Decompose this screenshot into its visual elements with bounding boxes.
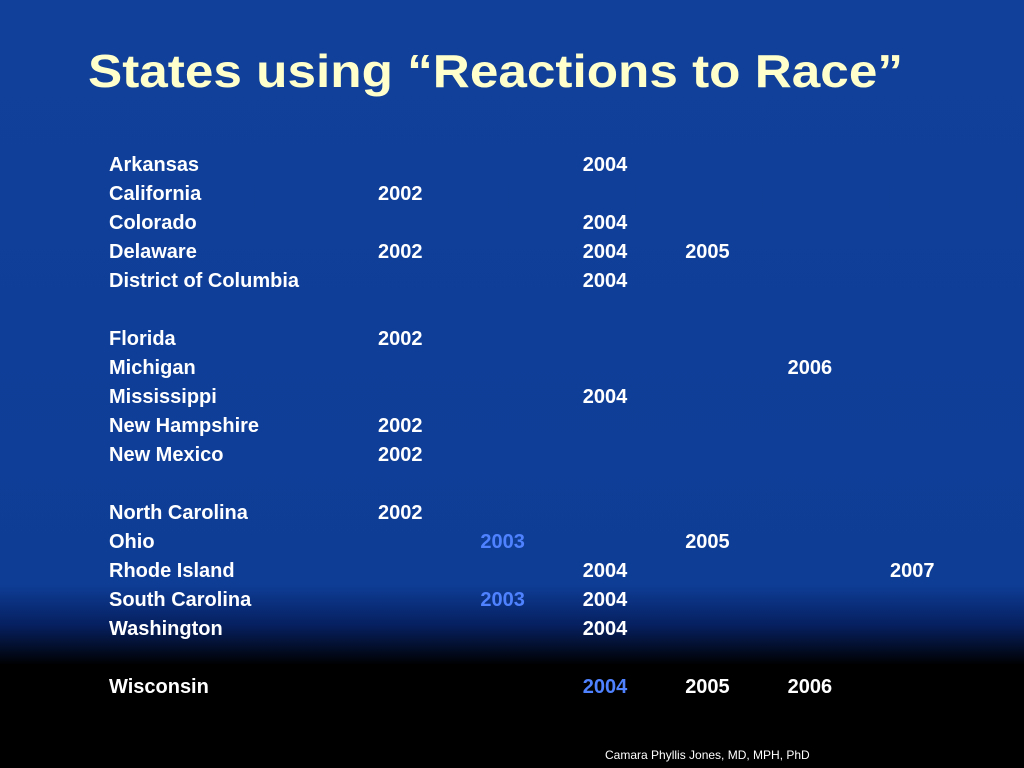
year: 2005 [685, 531, 730, 553]
state-name: Arkansas [109, 154, 200, 176]
year: 2004 [582, 560, 628, 582]
year: 2002 [378, 241, 423, 263]
state-name: North Carolina [109, 502, 248, 524]
state-name: New Mexico [109, 444, 224, 466]
year: 2005 [685, 241, 730, 263]
year: 2004 [582, 589, 628, 611]
state-name: California [109, 183, 202, 205]
year: 2004 [582, 270, 628, 292]
year: 2004 [582, 386, 628, 408]
year: 2002 [378, 183, 423, 205]
footer: Camara Phyllis Jones, MD, MPH, PhD [605, 748, 810, 762]
year: 2007 [890, 560, 935, 582]
state-name: Colorado [109, 212, 197, 234]
year: 2006 [787, 357, 833, 379]
year: 2002 [378, 502, 423, 524]
state-name: District of Columbia [109, 270, 300, 292]
year: 2003 [480, 531, 525, 553]
year: 2006 [787, 676, 833, 698]
title-area: States using “Reactions to Race” [88, 45, 903, 97]
year: 2004 [582, 154, 628, 176]
state-name: Delaware [109, 241, 197, 263]
state-name: Ohio [109, 531, 155, 553]
year: 2004 [582, 241, 628, 263]
state-name: New Hampshire [109, 415, 260, 437]
year: 2002 [378, 444, 423, 466]
year: 2005 [685, 676, 730, 698]
state-name: Mississippi [109, 386, 217, 408]
state-name: Rhode Island [109, 560, 235, 582]
year: 2004 [582, 676, 628, 698]
year: 2003 [480, 589, 525, 611]
year: 2002 [378, 328, 423, 350]
state-name: Washington [109, 618, 223, 640]
state-name: Michigan [109, 357, 196, 379]
year: 2004 [582, 618, 628, 640]
state-name: Florida [109, 328, 176, 350]
year: 2004 [582, 212, 628, 234]
slide-title: States using “Reactions to Race” [88, 45, 903, 97]
year: 2002 [378, 415, 423, 437]
state-name: South Carolina [109, 589, 252, 611]
state-name: Wisconsin [109, 676, 209, 698]
